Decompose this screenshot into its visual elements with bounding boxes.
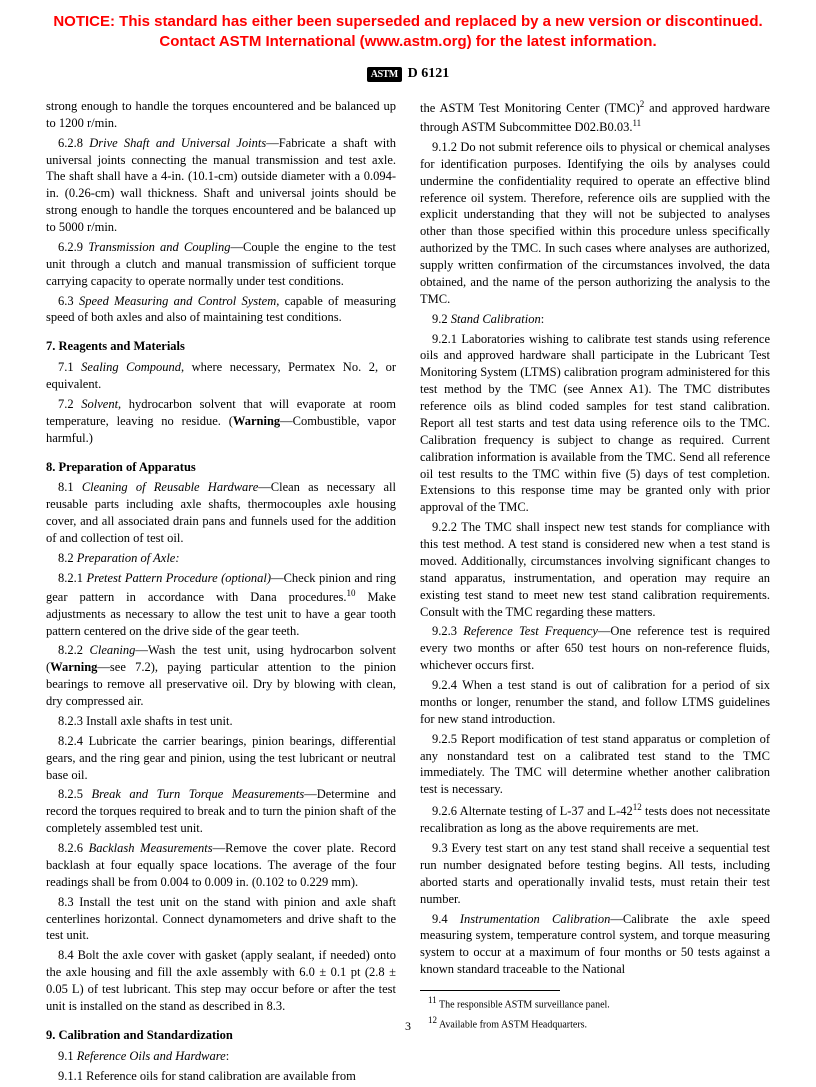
document-code: D 6121 bbox=[408, 65, 450, 84]
clause-head: Solvent bbox=[81, 397, 118, 411]
clause-head: Stand Calibration bbox=[451, 312, 541, 326]
left-column: strong enough to handle the torques enco… bbox=[46, 98, 396, 1087]
clause-head: Preparation of Axle: bbox=[77, 551, 180, 565]
clause-num: 7.2 bbox=[58, 397, 81, 411]
clause-head: Speed Measuring and Control System bbox=[79, 294, 276, 308]
footnote-text: The responsible ASTM surveillance panel. bbox=[437, 999, 610, 1010]
clause-num: 8.2.1 bbox=[58, 571, 86, 585]
clause-8-3: 8.3 Install the test unit on the stand w… bbox=[46, 895, 396, 943]
clause-num: 6.3 bbox=[58, 294, 79, 308]
clause-num: 8.2 bbox=[58, 551, 77, 565]
clause-num: 6.2.8 bbox=[58, 136, 89, 150]
clause-head: Drive Shaft and Universal Joints bbox=[89, 136, 266, 150]
clause-num: 8.2.5 bbox=[58, 787, 92, 801]
clause-num: 8.1 bbox=[58, 480, 82, 494]
clause-num: 7.1 bbox=[58, 360, 81, 374]
section-7-head: 7. Reagents and Materials bbox=[46, 339, 185, 353]
page-number: 3 bbox=[0, 1018, 816, 1034]
right-column: the ASTM Test Monitoring Center (TMC)2 a… bbox=[420, 98, 770, 1087]
clause-text: : bbox=[541, 312, 544, 326]
notice-line-1: NOTICE: This standard has either been su… bbox=[53, 13, 762, 30]
clause-8-2-3: 8.2.3 Install axle shafts in test unit. bbox=[58, 714, 233, 728]
notice-banner: NOTICE: This standard has either been su… bbox=[0, 0, 816, 57]
clause-num: 9.2 bbox=[432, 312, 451, 326]
clause-head: Transmission and Coupling bbox=[88, 240, 230, 254]
clause-8-2-4: 8.2.4 Lubricate the carrier bearings, pi… bbox=[46, 734, 396, 782]
footnote-ref: 11 bbox=[633, 118, 642, 128]
clause-9-3: 9.3 Every test start on any test stand s… bbox=[420, 841, 770, 906]
document-header: ASTM D 6121 bbox=[0, 57, 816, 98]
clause-num: 9.2.3 bbox=[432, 624, 463, 638]
clause-text: 9.2.6 Alternate testing of L-37 and L-42 bbox=[432, 804, 633, 818]
clause-text: —see 7.2), paying particular attention t… bbox=[46, 660, 396, 708]
footnote-ref: 12 bbox=[633, 802, 642, 812]
clause-9-2-2: 9.2.2 The TMC shall inspect new test sta… bbox=[420, 520, 770, 618]
clause-9-1-1: 9.1.1 Reference oils for stand calibrati… bbox=[58, 1069, 356, 1083]
clause-9-2-4: 9.2.4 When a test stand is out of calibr… bbox=[420, 678, 770, 726]
para-6-2-7-cont: strong enough to handle the torques enco… bbox=[46, 99, 396, 130]
clause-text: the ASTM Test Monitoring Center (TMC) bbox=[420, 101, 640, 115]
clause-head: Backlash Measurements bbox=[89, 841, 213, 855]
footnote-num: 11 bbox=[428, 995, 437, 1005]
clause-head: Sealing Compound bbox=[81, 360, 181, 374]
clause-head: Cleaning of Reusable Hardware bbox=[82, 480, 258, 494]
notice-line-2: Contact ASTM International (www.astm.org… bbox=[159, 33, 656, 50]
clause-head: Break and Turn Torque Measurements bbox=[92, 787, 305, 801]
clause-9-2-1: 9.2.1 Laboratories wishing to calibrate … bbox=[420, 332, 770, 515]
clause-head: Pretest Pattern Procedure (optional) bbox=[86, 571, 271, 585]
clause-9-2-5: 9.2.5 Report modification of test stand … bbox=[420, 732, 770, 797]
warning-label: Warning bbox=[233, 414, 280, 428]
footnote-ref: 10 bbox=[347, 588, 356, 598]
clause-head: Instrumentation Calibration bbox=[460, 912, 610, 926]
clause-head: Cleaning bbox=[90, 643, 136, 657]
clause-head: Reference Test Frequency bbox=[463, 624, 598, 638]
section-8-head: 8. Preparation of Apparatus bbox=[46, 460, 196, 474]
clause-num: 8.2.6 bbox=[58, 841, 89, 855]
clause-9-1-2: 9.1.2 Do not submit reference oils to ph… bbox=[420, 140, 770, 306]
clause-num: 8.2.2 bbox=[58, 643, 90, 657]
text-columns: strong enough to handle the torques enco… bbox=[0, 98, 816, 1087]
astm-logo: ASTM bbox=[367, 67, 402, 83]
clause-num: 6.2.9 bbox=[58, 240, 88, 254]
clause-text: —Fabricate a shaft with universal joints… bbox=[46, 136, 396, 234]
warning-label: Warning bbox=[50, 660, 97, 674]
clause-8-4: 8.4 Bolt the axle cover with gasket (app… bbox=[46, 948, 396, 1013]
clause-num: 9.4 bbox=[432, 912, 460, 926]
